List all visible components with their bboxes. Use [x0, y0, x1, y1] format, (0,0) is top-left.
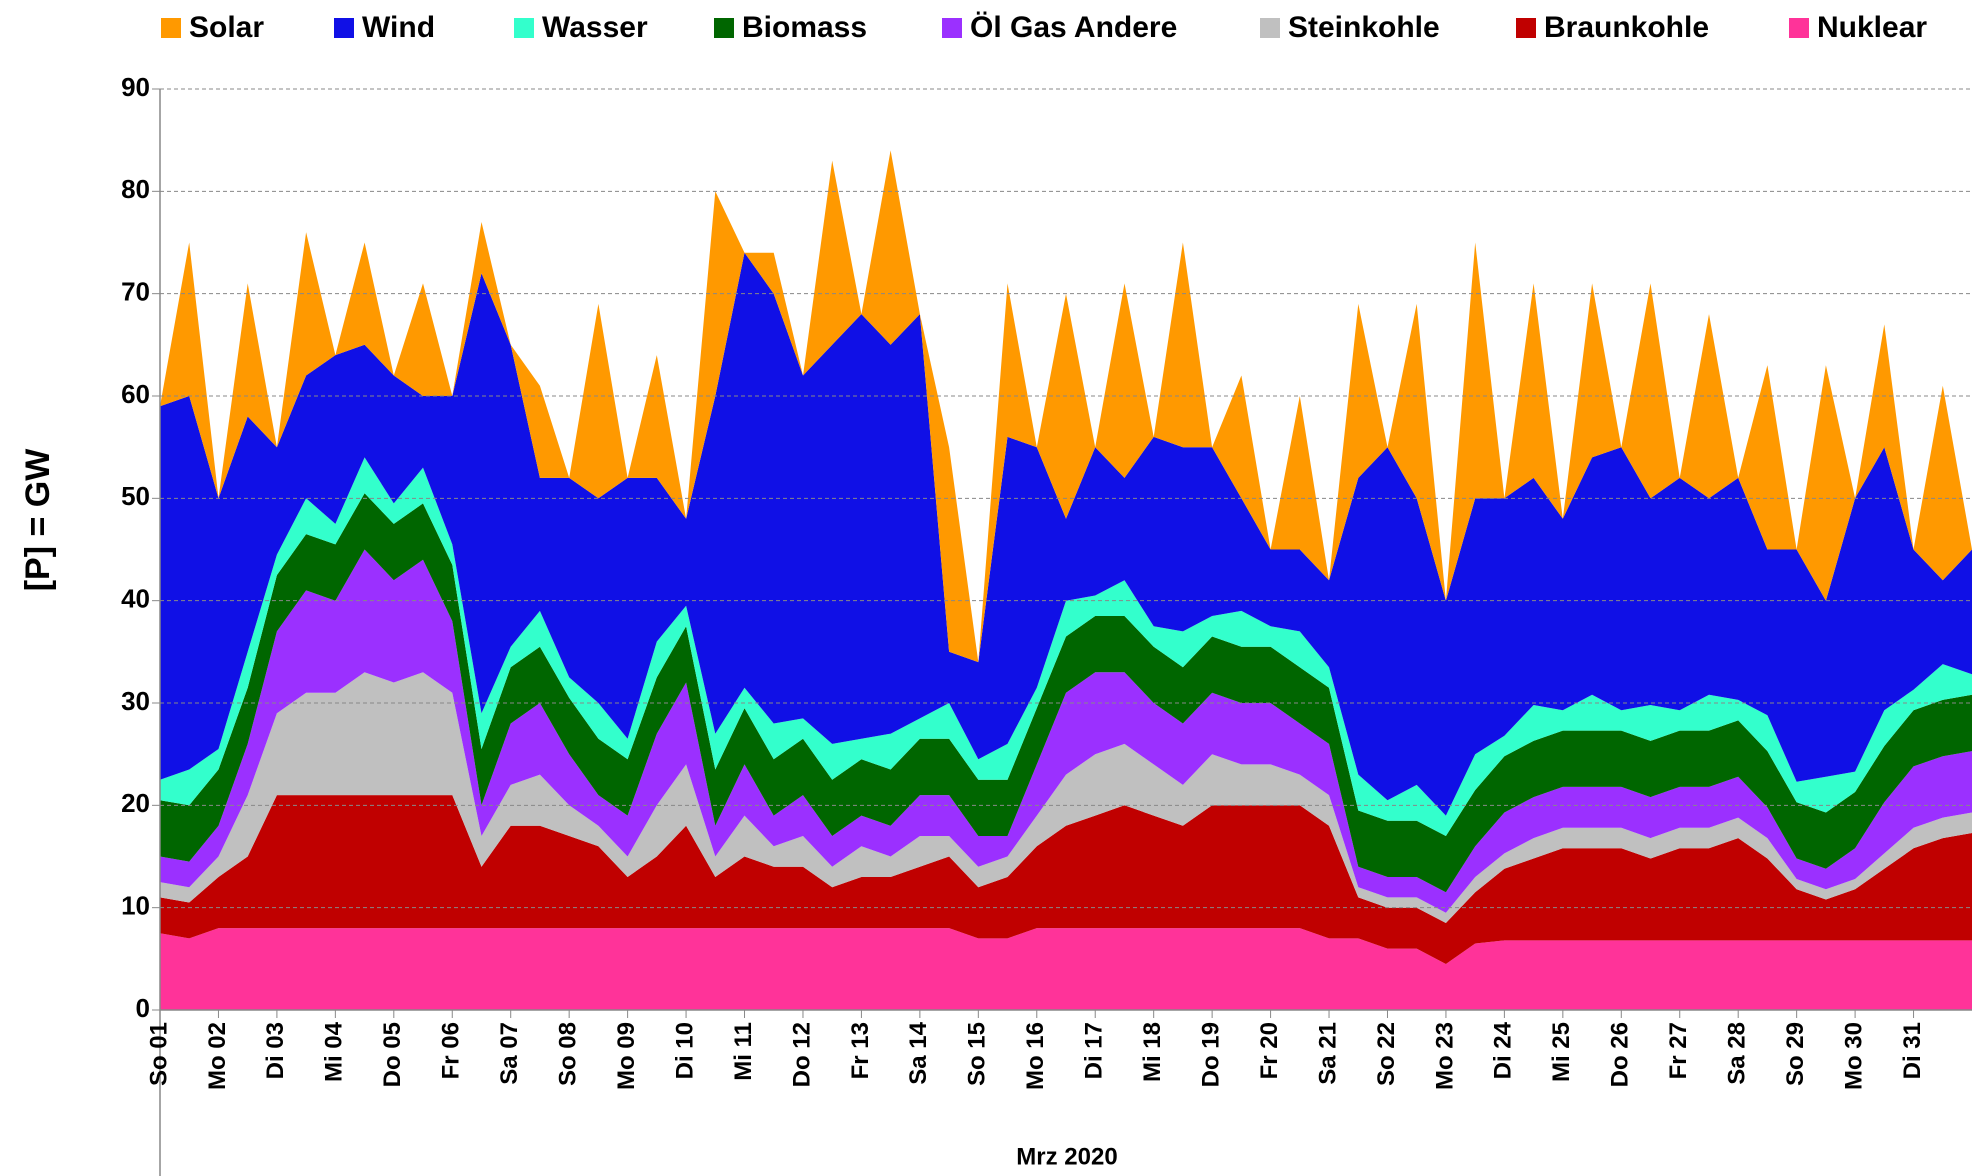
- x-tick-label: So 01: [145, 1022, 172, 1086]
- legend-swatch: [714, 18, 734, 38]
- legend-item: Wasser: [514, 11, 648, 44]
- x-tick-label: Do 12: [788, 1022, 815, 1087]
- legend-label: Wasser: [542, 11, 648, 44]
- x-tick-label: So 22: [1373, 1022, 1400, 1086]
- x-axis-title: Mrz 2020: [1016, 1143, 1117, 1170]
- x-tick-label: So 15: [964, 1022, 991, 1086]
- legend-swatch: [514, 18, 534, 38]
- legend-item: Braunkohle: [1516, 11, 1709, 44]
- x-tick-label: Mo 16: [1022, 1022, 1049, 1090]
- legend-label: Solar: [189, 11, 264, 44]
- area: [160, 928, 1972, 1010]
- legend-swatch: [942, 18, 962, 38]
- legend-label: Biomass: [742, 11, 867, 44]
- x-tick-label: Di 17: [1081, 1022, 1108, 1079]
- area: [160, 493, 1972, 893]
- y-tick-label: 50: [121, 481, 150, 511]
- y-tick-label: 60: [121, 379, 150, 409]
- legend-item: Wind: [334, 11, 435, 44]
- x-tick-label: Sa 07: [496, 1022, 523, 1085]
- legend-swatch: [161, 18, 181, 38]
- x-tick-label: Fr 06: [438, 1022, 465, 1079]
- y-tick-label: 30: [121, 686, 150, 716]
- y-tick-label: 0: [136, 993, 150, 1023]
- x-tick-label: So 08: [555, 1022, 582, 1086]
- y-tick-label: 10: [121, 891, 150, 921]
- y-tick-label: 70: [121, 277, 150, 307]
- x-tick-label: Di 03: [262, 1022, 289, 1079]
- x-tick-label: Mi 11: [730, 1022, 757, 1081]
- x-tick-label: Sa 14: [905, 1021, 932, 1084]
- areas: [160, 150, 1972, 1010]
- x-tick-label: Mo 23: [1431, 1022, 1458, 1090]
- legend-label: Öl Gas Andere: [970, 11, 1177, 44]
- x-tick-label: Mo 09: [613, 1022, 640, 1090]
- area: [160, 672, 1972, 923]
- area: [160, 549, 1972, 913]
- x-tick-label: Fr 27: [1665, 1022, 1692, 1079]
- x-tick-label: Mo 30: [1840, 1022, 1867, 1090]
- y-axis-title: [P] = GW: [19, 448, 57, 592]
- area: [160, 795, 1972, 964]
- legend-label: Wind: [362, 11, 435, 44]
- x-tick-label: Di 31: [1899, 1022, 1926, 1079]
- x-tick-label: Di 10: [671, 1022, 698, 1079]
- x-tick-label: Sa 21: [1314, 1022, 1341, 1085]
- y-tick-label: 90: [121, 72, 150, 102]
- x-tick-label: Di 24: [1490, 1021, 1517, 1079]
- legend-label: Braunkohle: [1544, 11, 1709, 44]
- x-tick-label: Fr 13: [847, 1022, 874, 1079]
- legend-label: Nuklear: [1817, 11, 1927, 44]
- legend-item: Nuklear: [1789, 11, 1927, 44]
- x-tick-label: Do 19: [1197, 1022, 1224, 1087]
- legend-swatch: [334, 18, 354, 38]
- legend-item: Biomass: [714, 11, 867, 44]
- x-tick-label: Do 26: [1607, 1022, 1634, 1087]
- legend-item: Öl Gas Andere: [942, 11, 1177, 44]
- legend-swatch: [1516, 18, 1536, 38]
- y-tick-label: 40: [121, 584, 150, 614]
- legend-swatch: [1260, 18, 1280, 38]
- x-tick-label: Do 05: [379, 1022, 406, 1087]
- legend-swatch: [1789, 18, 1809, 38]
- x-tick-label: Mo 02: [204, 1022, 231, 1090]
- y-tick-label: 20: [121, 788, 150, 818]
- x-tick-label: So 29: [1782, 1022, 1809, 1086]
- area: [160, 457, 1972, 836]
- x-tick-label: Fr 20: [1256, 1022, 1283, 1079]
- x-tick-label: Mi 25: [1548, 1022, 1575, 1082]
- x-tick-label: Mi 18: [1139, 1022, 1166, 1082]
- x-tick-label: Mi 04: [321, 1021, 348, 1082]
- x-tick-label: Sa 28: [1724, 1022, 1751, 1085]
- y-tick-label: 80: [121, 174, 150, 204]
- area: [160, 150, 1972, 663]
- legend-item: Steinkohle: [1260, 11, 1440, 44]
- area: [160, 252, 1972, 816]
- legend-item: Solar: [161, 11, 264, 44]
- legend-label: Steinkohle: [1288, 11, 1440, 44]
